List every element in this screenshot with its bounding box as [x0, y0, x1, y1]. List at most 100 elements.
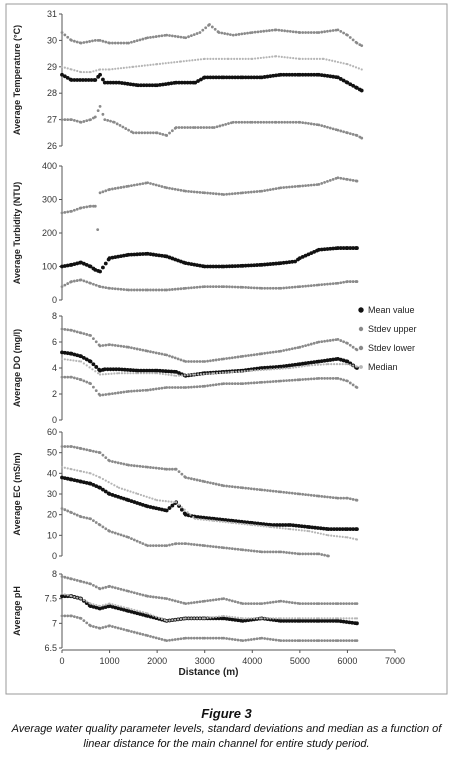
data-point	[262, 56, 265, 59]
data-point	[301, 284, 305, 288]
data-point	[322, 247, 327, 252]
data-point	[151, 288, 155, 292]
data-point	[278, 261, 283, 266]
data-point	[94, 389, 98, 393]
data-point	[285, 379, 288, 383]
data-point	[282, 550, 286, 554]
data-point	[215, 615, 218, 619]
data-point	[160, 507, 164, 512]
data-point	[85, 119, 89, 123]
data-point	[234, 33, 238, 37]
data-point	[119, 627, 123, 631]
data-point	[271, 600, 275, 604]
data-point	[204, 516, 209, 520]
data-point	[189, 286, 193, 290]
data-point	[184, 360, 188, 363]
data-point	[205, 264, 210, 269]
data-point	[301, 378, 305, 381]
data-point	[148, 505, 153, 509]
data-point	[151, 466, 155, 470]
data-point	[222, 636, 226, 640]
data-point	[227, 122, 230, 125]
data-point	[104, 456, 108, 460]
data-point	[217, 615, 221, 618]
data-point	[252, 602, 256, 605]
data-point	[285, 286, 288, 290]
data-point	[141, 368, 146, 373]
data-point	[168, 131, 171, 135]
data-point	[303, 529, 306, 532]
data-point	[154, 595, 158, 599]
data-point	[263, 488, 267, 492]
data-point	[263, 286, 267, 290]
data-point	[215, 125, 219, 129]
series-stdev-lower	[60, 105, 364, 140]
data-point	[156, 499, 159, 502]
data-point	[135, 631, 139, 635]
data-point	[122, 588, 126, 592]
x-tick-label: 2000	[147, 656, 167, 666]
data-point	[252, 75, 257, 80]
data-point	[122, 462, 126, 466]
data-point	[164, 62, 167, 65]
data-point	[91, 483, 96, 487]
data-point	[290, 285, 294, 289]
data-point	[227, 264, 232, 269]
data-point	[259, 30, 263, 33]
data-point	[271, 350, 275, 354]
data-point	[107, 492, 112, 496]
data-point	[98, 587, 102, 591]
data-point	[348, 497, 352, 501]
data-point	[244, 638, 248, 642]
legend-marker	[358, 345, 364, 351]
data-point	[348, 343, 352, 347]
data-point	[65, 263, 70, 268]
data-point	[184, 189, 188, 193]
data-point	[230, 285, 234, 289]
data-point	[329, 617, 332, 620]
data-point	[271, 489, 275, 493]
data-point	[73, 468, 76, 471]
data-point	[317, 639, 321, 642]
data-point	[254, 57, 257, 60]
data-point	[94, 521, 98, 524]
data-point	[113, 372, 116, 375]
data-point	[194, 517, 197, 520]
data-point	[149, 131, 152, 135]
data-point	[206, 384, 209, 388]
y-tick-label: 29	[47, 62, 57, 72]
data-point	[243, 263, 248, 268]
data-point	[94, 625, 98, 629]
data-point	[285, 600, 288, 604]
data-point	[258, 617, 261, 620]
legend-marker	[359, 365, 363, 369]
data-point	[116, 532, 120, 536]
data-point	[132, 346, 136, 350]
data-point	[92, 337, 95, 341]
data-point	[127, 536, 130, 539]
data-point	[104, 343, 108, 347]
data-point	[288, 523, 293, 527]
data-point	[98, 604, 102, 608]
data-point	[184, 36, 188, 40]
data-point	[351, 617, 354, 620]
data-point	[63, 211, 67, 214]
data-point	[135, 372, 138, 375]
data-point	[75, 513, 79, 517]
data-point	[230, 617, 235, 622]
data-point	[306, 618, 311, 623]
data-point	[262, 262, 267, 267]
data-point	[270, 28, 274, 32]
data-point	[217, 483, 221, 487]
data-point	[326, 495, 329, 499]
data-point	[285, 639, 288, 642]
data-point	[298, 285, 302, 288]
data-point	[335, 535, 339, 538]
data-point	[141, 593, 145, 597]
data-point	[149, 182, 152, 185]
data-point	[129, 372, 132, 375]
data-point	[345, 602, 348, 605]
data-point	[266, 286, 269, 290]
data-point	[98, 476, 102, 479]
data-point	[244, 486, 248, 490]
